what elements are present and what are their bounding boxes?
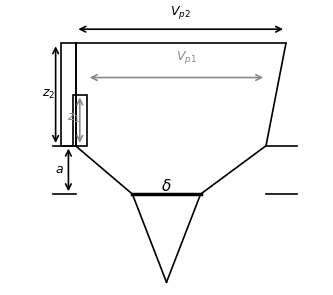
Text: $a$: $a$ bbox=[56, 163, 64, 176]
Text: $V_{p2}$: $V_{p2}$ bbox=[170, 4, 191, 21]
Text: $V_{p1}$: $V_{p1}$ bbox=[176, 49, 197, 66]
Text: $\delta$: $\delta$ bbox=[161, 178, 172, 194]
Text: $z_2$: $z_2$ bbox=[42, 88, 55, 101]
Text: $z_1$: $z_1$ bbox=[68, 112, 81, 125]
